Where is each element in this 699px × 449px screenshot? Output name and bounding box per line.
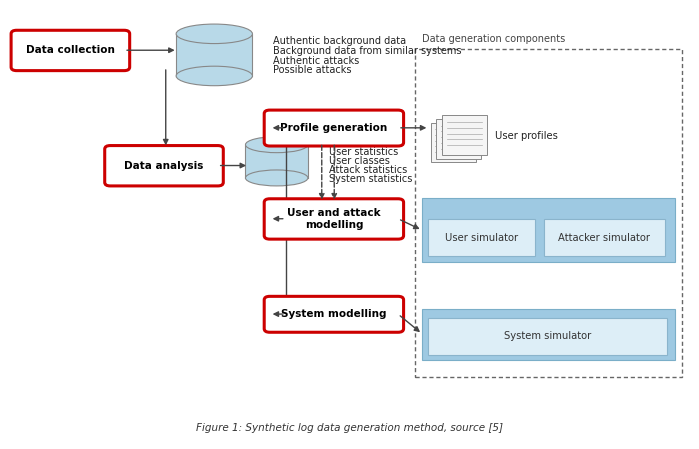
FancyBboxPatch shape xyxy=(428,317,667,355)
Text: Data collection: Data collection xyxy=(26,45,115,55)
Text: System statistics: System statistics xyxy=(329,173,412,184)
Text: User profiles: User profiles xyxy=(495,131,558,141)
Ellipse shape xyxy=(176,24,252,44)
Text: Attack statistics: Attack statistics xyxy=(329,165,407,175)
Text: Figure 1: Synthetic log data generation method, source [5]: Figure 1: Synthetic log data generation … xyxy=(196,423,503,433)
Text: Attacker simulator: Attacker simulator xyxy=(559,233,650,242)
Text: Authentic background data: Authentic background data xyxy=(273,36,406,46)
FancyBboxPatch shape xyxy=(422,198,675,262)
Text: Background data from similar systems: Background data from similar systems xyxy=(273,46,462,56)
FancyBboxPatch shape xyxy=(105,145,223,186)
Ellipse shape xyxy=(176,66,252,86)
FancyBboxPatch shape xyxy=(422,309,675,360)
Text: User simulator: User simulator xyxy=(445,233,518,242)
Polygon shape xyxy=(176,34,252,76)
Text: User classes: User classes xyxy=(329,156,389,166)
FancyBboxPatch shape xyxy=(431,123,476,163)
FancyBboxPatch shape xyxy=(11,30,130,70)
Text: User statistics: User statistics xyxy=(329,147,398,157)
Ellipse shape xyxy=(245,170,308,186)
Text: Possible attacks: Possible attacks xyxy=(273,65,352,75)
FancyBboxPatch shape xyxy=(436,119,481,159)
Text: Profile generation: Profile generation xyxy=(280,123,387,133)
Text: System simulator: System simulator xyxy=(504,331,591,342)
Polygon shape xyxy=(245,145,308,178)
FancyBboxPatch shape xyxy=(264,296,403,332)
Text: Authentic attacks: Authentic attacks xyxy=(273,56,359,66)
Text: Data generation components: Data generation components xyxy=(422,34,565,44)
Text: System modelling: System modelling xyxy=(281,309,387,319)
FancyBboxPatch shape xyxy=(428,219,535,256)
Text: Data analysis: Data analysis xyxy=(124,161,203,171)
Bar xyxy=(415,49,682,378)
FancyBboxPatch shape xyxy=(264,110,403,146)
FancyBboxPatch shape xyxy=(264,199,403,239)
FancyBboxPatch shape xyxy=(442,115,487,155)
FancyBboxPatch shape xyxy=(544,219,665,256)
Ellipse shape xyxy=(245,136,308,153)
Text: User and attack
modelling: User and attack modelling xyxy=(287,208,381,230)
